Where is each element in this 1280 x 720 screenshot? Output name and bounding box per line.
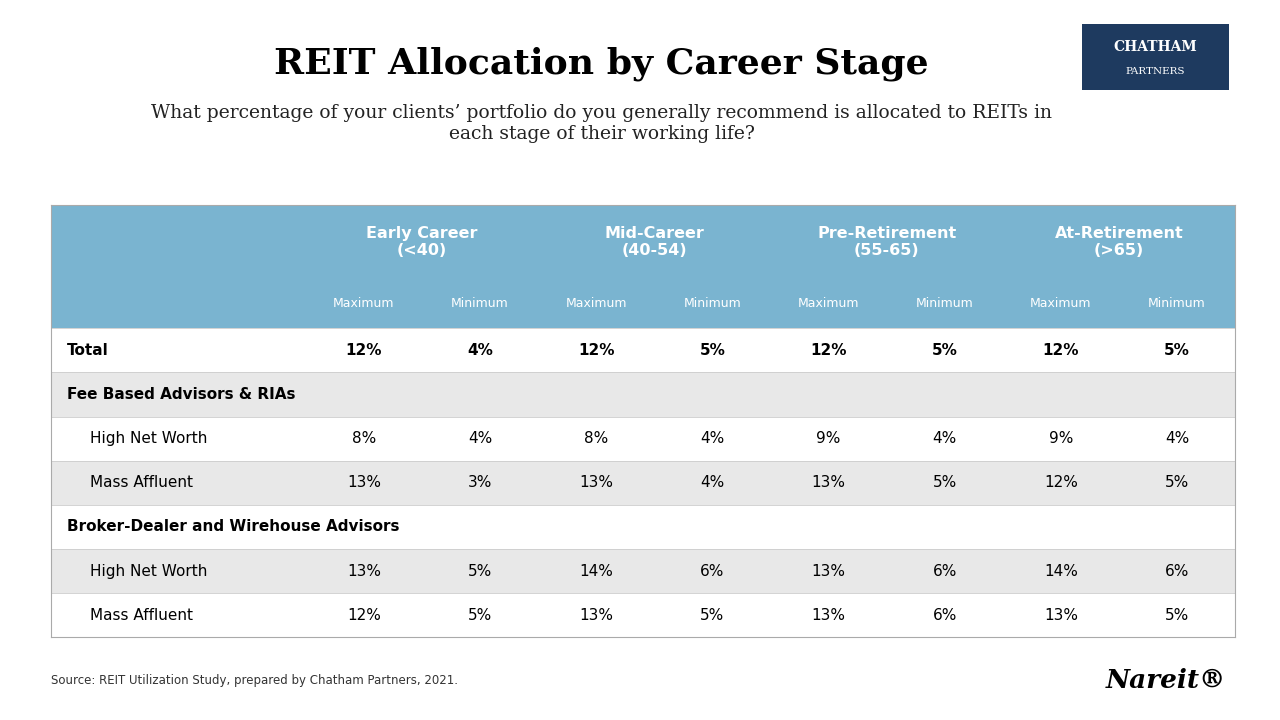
Text: 5%: 5% (933, 475, 957, 490)
Text: 6%: 6% (933, 608, 957, 623)
Text: Mid-Career
(40-54): Mid-Career (40-54) (604, 226, 704, 258)
Text: Maximum: Maximum (1030, 297, 1092, 310)
Text: Mass Affluent: Mass Affluent (90, 608, 192, 623)
Text: Broker-Dealer and Wirehouse Advisors: Broker-Dealer and Wirehouse Advisors (67, 519, 399, 534)
Text: High Net Worth: High Net Worth (90, 564, 207, 578)
Text: 4%: 4% (700, 431, 724, 446)
Text: 5%: 5% (468, 564, 492, 578)
Text: 12%: 12% (810, 343, 847, 358)
Text: 5%: 5% (932, 343, 957, 358)
Text: Minimum: Minimum (451, 297, 509, 310)
Text: 13%: 13% (347, 475, 381, 490)
Text: Maximum: Maximum (797, 297, 859, 310)
Text: 3%: 3% (468, 475, 493, 490)
Text: 9%: 9% (1048, 431, 1073, 446)
Text: 13%: 13% (1044, 608, 1078, 623)
Text: Maximum: Maximum (333, 297, 394, 310)
Text: 8%: 8% (584, 431, 608, 446)
Text: 8%: 8% (352, 431, 376, 446)
Text: 12%: 12% (346, 343, 383, 358)
Text: 12%: 12% (579, 343, 614, 358)
Text: 13%: 13% (812, 475, 846, 490)
Text: 12%: 12% (1043, 343, 1079, 358)
Text: What percentage of your clients’ portfolio do you generally recommend is allocat: What percentage of your clients’ portfol… (151, 104, 1052, 143)
Text: 4%: 4% (467, 343, 493, 358)
Text: Mass Affluent: Mass Affluent (90, 475, 192, 490)
Text: CHATHAM: CHATHAM (1114, 40, 1197, 54)
Text: PARTNERS: PARTNERS (1125, 67, 1185, 76)
Text: Pre-Retirement
(55-65): Pre-Retirement (55-65) (817, 226, 956, 258)
Text: Minimum: Minimum (916, 297, 974, 310)
Text: Early Career
(<40): Early Career (<40) (366, 226, 477, 258)
Text: 5%: 5% (1165, 343, 1190, 358)
Text: Total: Total (67, 343, 109, 358)
Text: REIT Allocation by Career Stage: REIT Allocation by Career Stage (274, 47, 929, 81)
Text: 4%: 4% (468, 431, 492, 446)
Text: 14%: 14% (580, 564, 613, 578)
Text: 12%: 12% (1044, 475, 1078, 490)
Text: At-Retirement
(>65): At-Retirement (>65) (1055, 226, 1184, 258)
Text: 13%: 13% (812, 564, 846, 578)
Text: 13%: 13% (580, 475, 613, 490)
Text: Fee Based Advisors & RIAs: Fee Based Advisors & RIAs (67, 387, 296, 402)
Text: 5%: 5% (1165, 475, 1189, 490)
Text: 5%: 5% (468, 608, 492, 623)
Text: 6%: 6% (700, 564, 724, 578)
Text: 12%: 12% (347, 608, 380, 623)
Text: 5%: 5% (700, 608, 724, 623)
Text: 4%: 4% (700, 475, 724, 490)
Text: Source: REIT Utilization Study, prepared by Chatham Partners, 2021.: Source: REIT Utilization Study, prepared… (51, 674, 458, 687)
Text: Minimum: Minimum (684, 297, 741, 310)
Text: 9%: 9% (817, 431, 841, 446)
Text: 4%: 4% (933, 431, 957, 446)
Text: 4%: 4% (1165, 431, 1189, 446)
Text: 6%: 6% (1165, 564, 1189, 578)
Text: 6%: 6% (933, 564, 957, 578)
Text: Maximum: Maximum (566, 297, 627, 310)
Text: High Net Worth: High Net Worth (90, 431, 207, 446)
Text: 14%: 14% (1044, 564, 1078, 578)
Text: Nareit®: Nareit® (1106, 668, 1226, 693)
Text: 5%: 5% (699, 343, 726, 358)
Text: 5%: 5% (1165, 608, 1189, 623)
Text: 13%: 13% (347, 564, 381, 578)
Text: 13%: 13% (580, 608, 613, 623)
Text: Minimum: Minimum (1148, 297, 1206, 310)
Text: 13%: 13% (812, 608, 846, 623)
